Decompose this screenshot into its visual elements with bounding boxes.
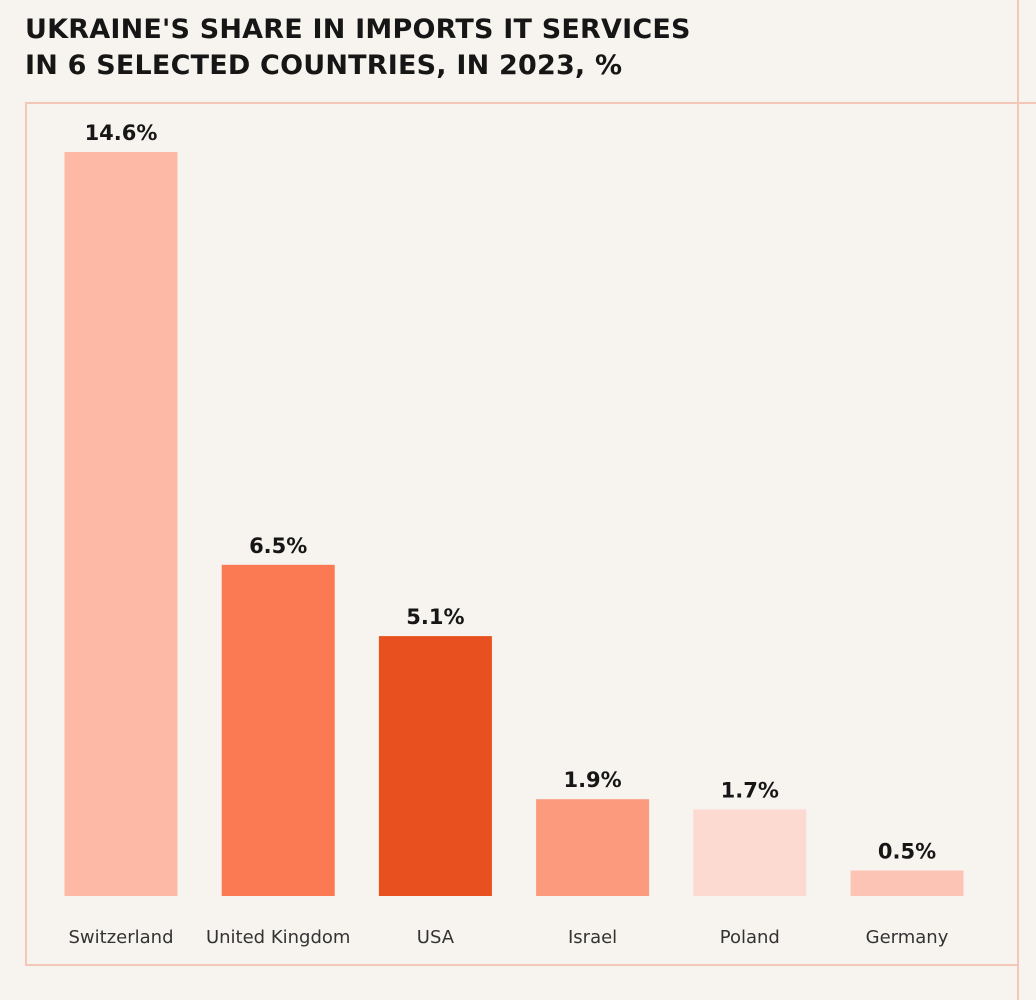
bar-usa <box>378 636 492 896</box>
value-label-israel: 1.9% <box>563 768 621 792</box>
chart-frame <box>25 102 1017 966</box>
value-label-united-kingdom: 6.5% <box>249 534 307 558</box>
category-label-germany: Germany <box>866 927 949 948</box>
frame-right-line <box>1017 0 1019 1000</box>
category-label-united-kingdom: United Kingdom <box>206 927 350 948</box>
chart-title: UKRAINE'S SHARE IN IMPORTS IT SERVICES I… <box>25 12 691 84</box>
value-label-switzerland: 14.6% <box>85 121 158 145</box>
bar-switzerland <box>64 152 178 896</box>
chart-title-line-1: UKRAINE'S SHARE IN IMPORTS IT SERVICES <box>25 14 691 45</box>
bar-united-kingdom <box>221 564 335 896</box>
category-label-poland: Poland <box>720 927 780 948</box>
category-label-switzerland: Switzerland <box>69 927 174 948</box>
category-label-usa: USA <box>417 927 455 948</box>
chart-title-line-2: IN 6 SELECTED COUNTRIES, IN 2023, % <box>25 50 623 81</box>
frame-top-line <box>25 102 1036 104</box>
value-label-poland: 1.7% <box>721 778 779 802</box>
value-label-germany: 0.5% <box>878 840 936 864</box>
value-label-usa: 5.1% <box>406 605 464 629</box>
category-label-israel: Israel <box>568 927 617 948</box>
bar-germany <box>850 870 964 896</box>
bar-poland <box>693 809 807 896</box>
bar-israel <box>536 799 650 896</box>
